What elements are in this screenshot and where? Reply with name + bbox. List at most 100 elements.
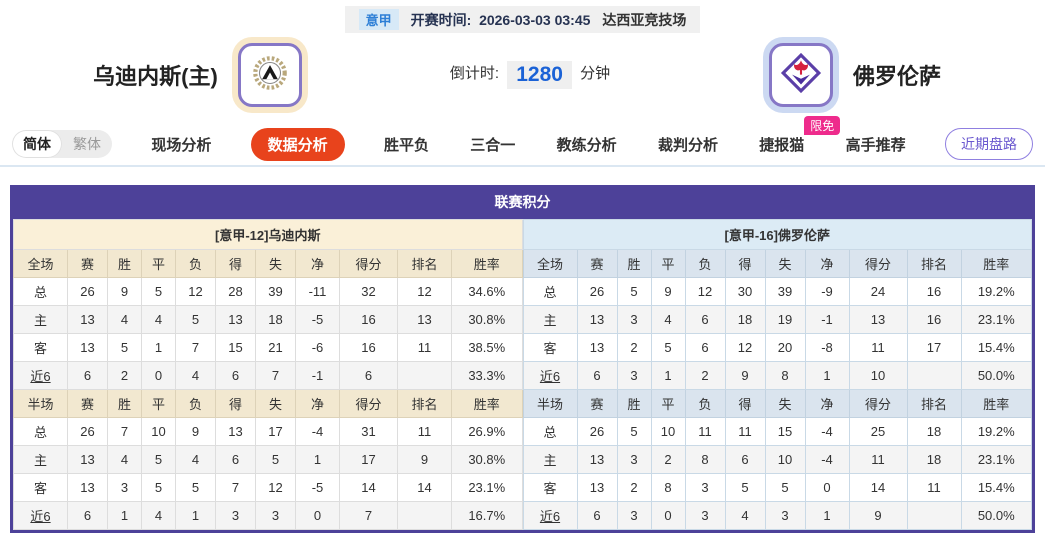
table-row: 近6 6 2 0 4 6 7 -1 6 33.3% xyxy=(13,361,523,390)
column-header: 胜 xyxy=(616,389,652,418)
stat-cell: 10 xyxy=(141,417,176,446)
stat-cell: 6 xyxy=(724,445,766,474)
stat-cell: 3 xyxy=(616,305,652,334)
stat-cell: 19.2% xyxy=(960,417,1032,446)
column-header: 平 xyxy=(650,249,686,278)
stat-cell: 3 xyxy=(764,501,806,530)
tab-2[interactable]: 胜平负 xyxy=(383,136,429,154)
column-header: 失 xyxy=(255,389,296,418)
stat-cell: 0 xyxy=(804,473,850,502)
stat-cell: 23.1% xyxy=(960,305,1032,334)
stat-cell: 11 xyxy=(397,333,452,362)
column-header: 排名 xyxy=(906,389,962,418)
tab-0[interactable]: 现场分析 xyxy=(151,136,212,154)
stat-cell: 3 xyxy=(616,501,652,530)
teams-header: 乌迪内斯(主) 倒计时: 1280 分钟 xyxy=(0,35,1045,115)
stat-cell: 18 xyxy=(255,305,296,334)
stat-cell: -4 xyxy=(295,417,340,446)
stat-cell: 5 xyxy=(255,445,296,474)
stat-cell: 25 xyxy=(848,417,908,446)
stat-cell: 18 xyxy=(906,445,962,474)
stat-cell: 39 xyxy=(255,277,296,306)
column-header: 平 xyxy=(141,249,176,278)
stat-cell: 11 xyxy=(848,333,908,362)
stat-cell: 15 xyxy=(215,333,256,362)
stat-cell: 6 xyxy=(215,361,256,390)
stat-cell: 13 xyxy=(397,305,452,334)
stat-cell: 3 xyxy=(107,473,142,502)
away-team-logo xyxy=(768,43,833,107)
column-header: 负 xyxy=(684,249,726,278)
stat-cell: 13 xyxy=(67,473,108,502)
stat-cell xyxy=(906,361,962,390)
stat-cell: 18 xyxy=(724,305,766,334)
stat-cell: 10 xyxy=(848,361,908,390)
tab-7[interactable]: 高手推荐 xyxy=(845,136,906,154)
stat-cell: 9 xyxy=(107,277,142,306)
team-table-header: [意甲-16]佛罗伦萨 xyxy=(522,219,1032,250)
stat-cell: 9 xyxy=(848,501,908,530)
stat-cell: 30.8% xyxy=(451,305,523,334)
stat-cell: -5 xyxy=(295,305,340,334)
column-header: 平 xyxy=(650,389,686,418)
stat-cell: 5 xyxy=(724,473,766,502)
row-label-recent: 近6 xyxy=(522,501,578,530)
stat-cell: 11 xyxy=(906,473,962,502)
stat-cell: 18 xyxy=(906,417,962,446)
stat-cell: 5 xyxy=(141,277,176,306)
stat-cell: 4 xyxy=(175,361,216,390)
row-label-away: 客 xyxy=(522,333,578,362)
stat-cell: 23.1% xyxy=(960,445,1032,474)
tab-5[interactable]: 裁判分析 xyxy=(657,136,718,154)
column-header: 全场 xyxy=(522,249,578,278)
tab-4[interactable]: 教练分析 xyxy=(556,136,617,154)
table-row: 主 13 3 2 8 6 10 -4 11 18 23.1% xyxy=(522,445,1032,474)
table-row: 近6 6 1 4 1 3 3 0 7 16.7% xyxy=(13,501,523,530)
stat-cell: 5 xyxy=(175,305,216,334)
stat-cell: 6 xyxy=(576,501,618,530)
stat-cell: 16 xyxy=(339,333,398,362)
stat-cell: 33.3% xyxy=(451,361,523,390)
stat-cell: 15.4% xyxy=(960,473,1032,502)
tab-3[interactable]: 三合一 xyxy=(470,136,516,154)
language-toggle: 简体 繁体 xyxy=(12,130,112,158)
stat-cell: 6 xyxy=(684,305,726,334)
stat-cell: 50.0% xyxy=(960,361,1032,390)
team-table-header: [意甲-12]乌迪内斯 xyxy=(13,219,523,250)
table-row: 主 13 3 4 6 18 19 -1 13 16 23.1% xyxy=(522,305,1032,334)
panel-title: 联赛积分 xyxy=(13,185,1032,219)
tab-1[interactable]: 数据分析 xyxy=(250,127,345,161)
stat-cell: 2 xyxy=(616,473,652,502)
stat-cell: 8 xyxy=(650,473,686,502)
row-label-total: 总 xyxy=(13,417,68,446)
table-row: 总 26 5 10 11 11 15 -4 25 18 19.2% xyxy=(522,417,1032,446)
stat-cell: -4 xyxy=(804,445,850,474)
column-header: 胜 xyxy=(107,249,142,278)
stat-cell: -4 xyxy=(804,417,850,446)
away-stats-side: [意甲-16]佛罗伦萨 全场赛胜平负得失净得分 排名 胜率总 26 5 9 12 30 39 -9 2… xyxy=(522,219,1033,530)
stat-cell: 13 xyxy=(67,305,108,334)
column-header: 半场 xyxy=(13,389,68,418)
stat-cell: 0 xyxy=(141,361,176,390)
column-header: 净 xyxy=(295,249,340,278)
recent-odds-button[interactable]: 近期盘路 xyxy=(945,128,1033,160)
lang-traditional[interactable]: 繁体 xyxy=(73,136,101,152)
stat-cell: 13 xyxy=(576,473,618,502)
row-label-away: 客 xyxy=(13,473,68,502)
stat-cell: 4 xyxy=(107,305,142,334)
stat-cell: 5 xyxy=(650,333,686,362)
stat-cell: 26 xyxy=(576,417,618,446)
stat-cell: 30.8% xyxy=(451,445,523,474)
stat-cell: 5 xyxy=(141,445,176,474)
tab-6[interactable]: 捷报猫 限免 xyxy=(757,115,841,160)
stat-cell: 6 xyxy=(67,501,108,530)
stat-cell: 6 xyxy=(215,445,256,474)
stat-cell xyxy=(397,501,452,530)
stat-cell: 1 xyxy=(295,445,340,474)
column-header: 赛 xyxy=(67,249,108,278)
kickoff-text: 开赛时间: 2026-03-03 03:45 xyxy=(410,11,591,28)
stat-cell: 7 xyxy=(215,473,256,502)
table-row: 客 13 2 8 3 5 5 0 14 11 15.4% xyxy=(522,473,1032,502)
stat-cell: 4 xyxy=(141,305,176,334)
lang-simplified[interactable]: 简体 xyxy=(12,130,62,158)
